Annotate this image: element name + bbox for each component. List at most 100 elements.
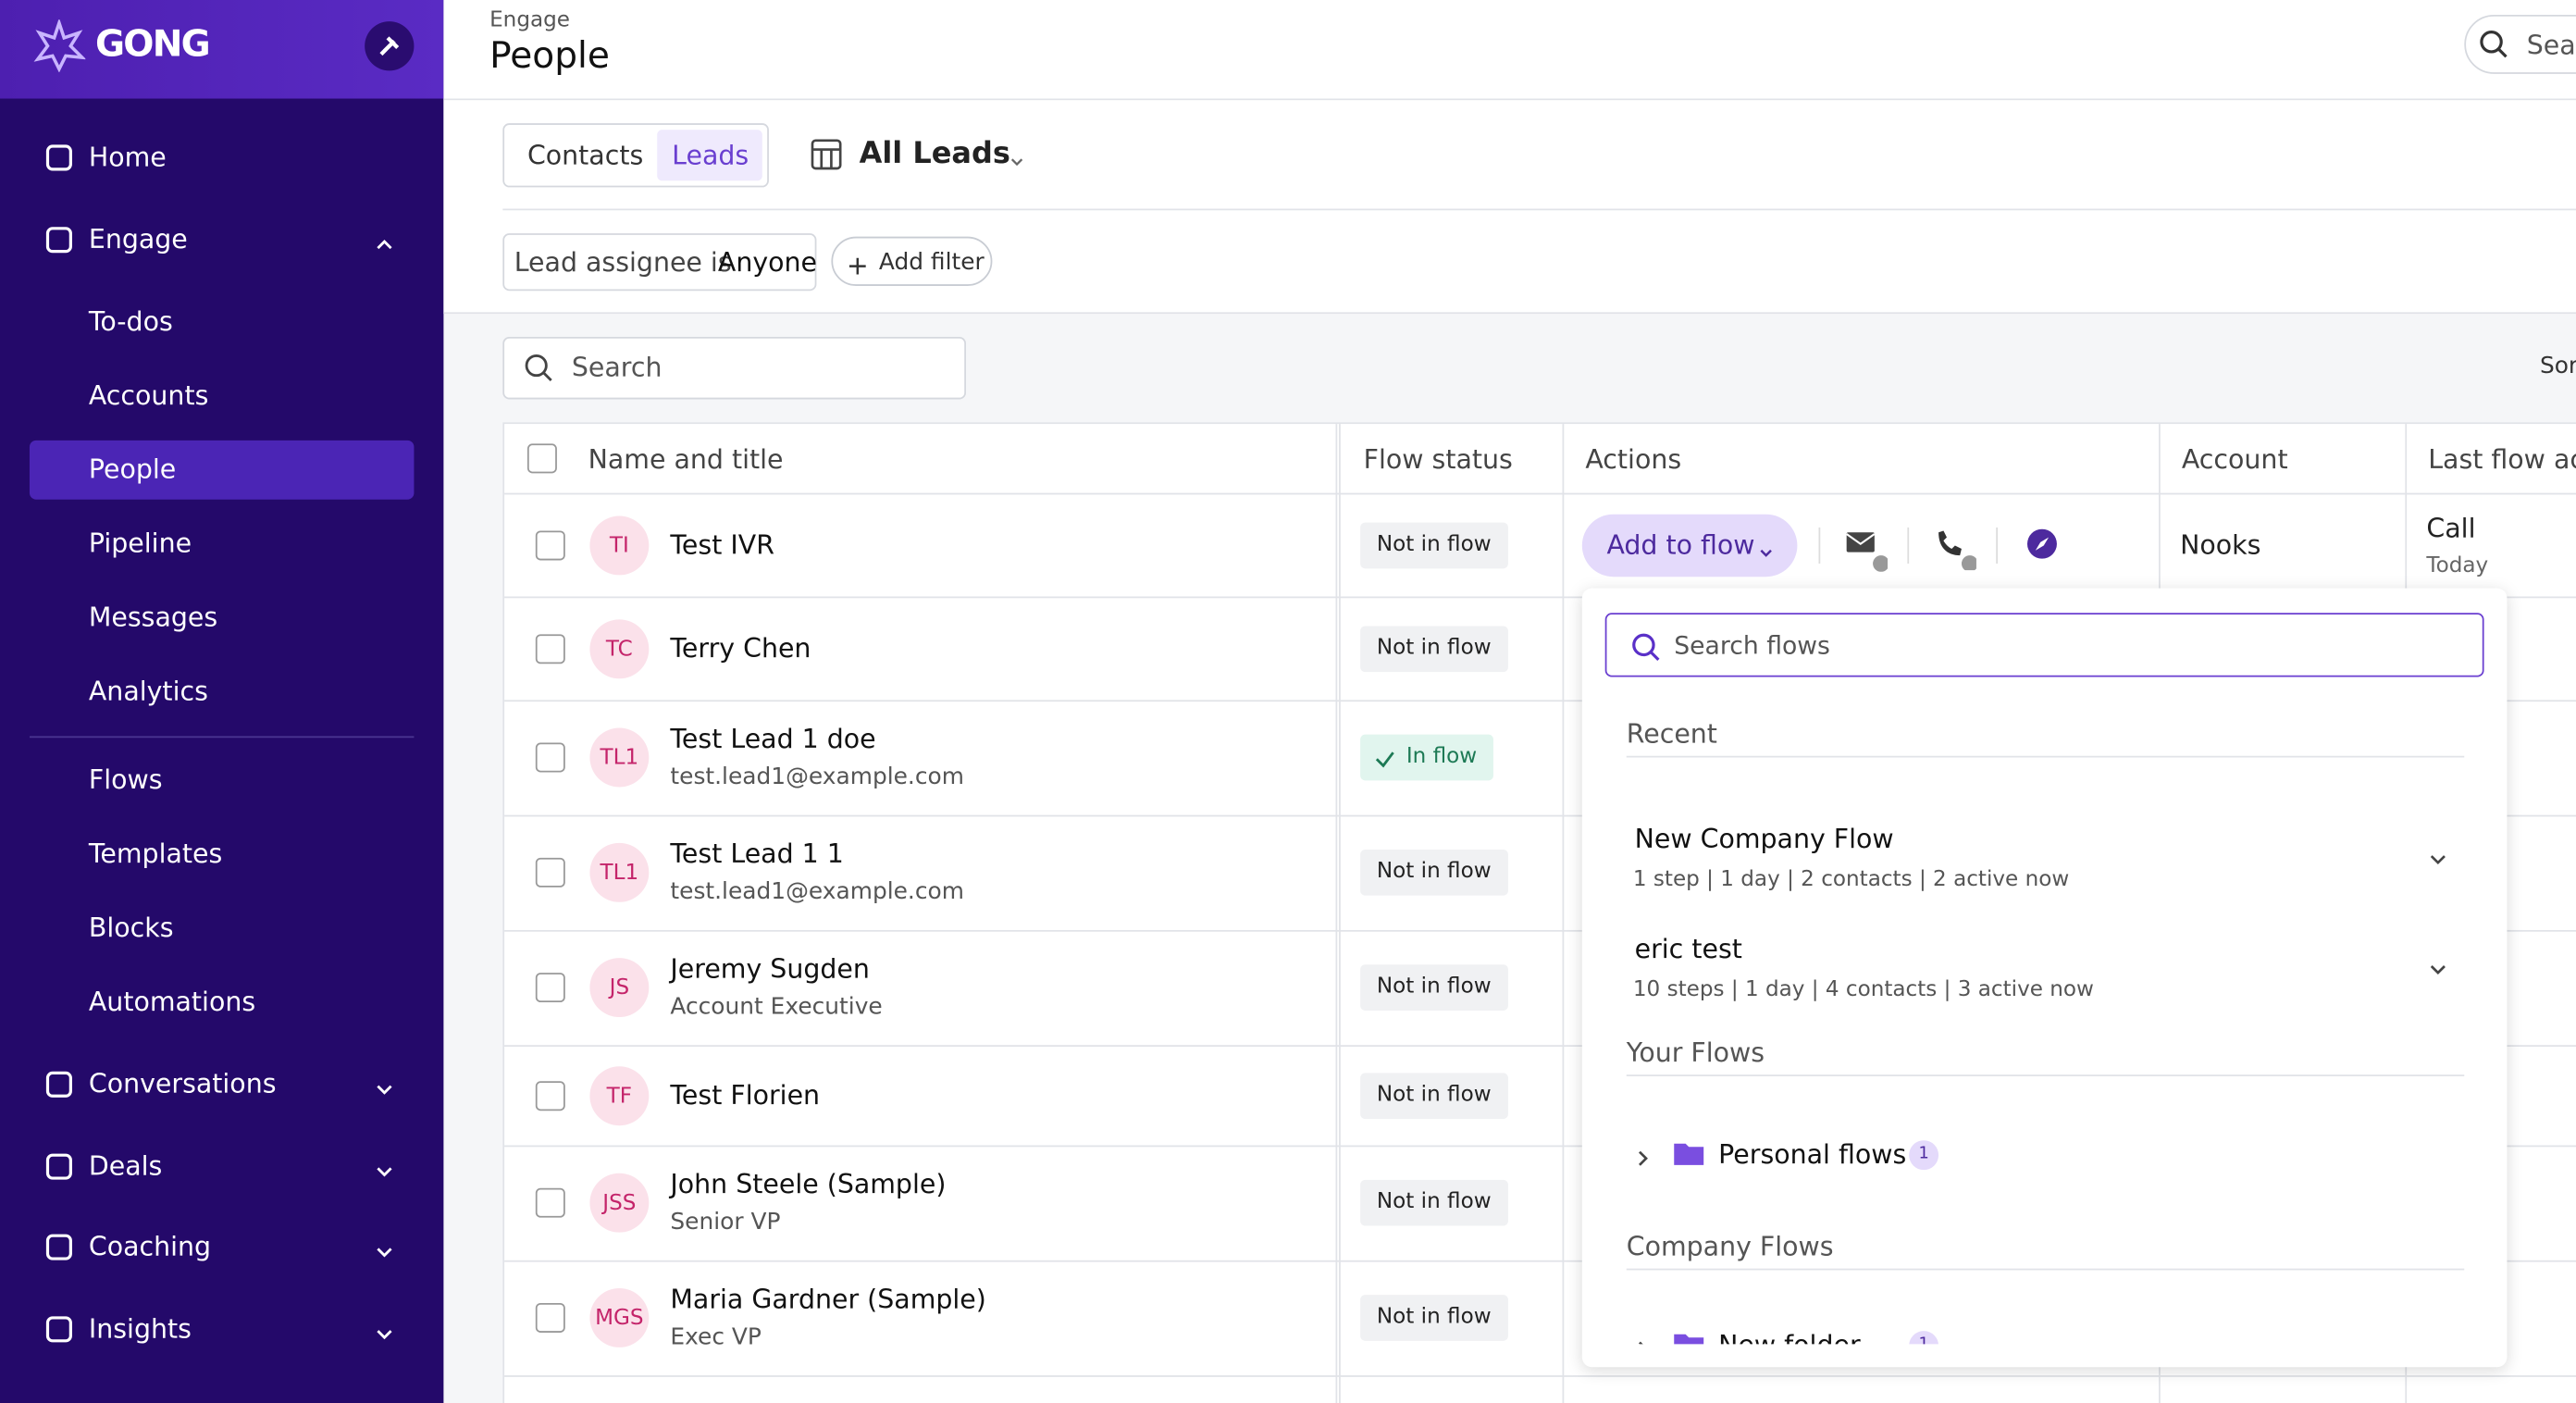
avatar: TC (589, 618, 650, 678)
contact-name[interactable]: John Steele (Sample) (670, 1168, 947, 1200)
nav-item[interactable]: Engage (0, 204, 443, 276)
nav-icon (43, 223, 76, 256)
folder-icon (1672, 1138, 1705, 1168)
nav-item[interactable]: Conversations (0, 1049, 443, 1121)
nav-label: To-dos (88, 305, 173, 337)
checkbox[interactable] (535, 1302, 565, 1333)
search-placeholder: Sear (2526, 29, 2576, 61)
avatar: TI (589, 515, 650, 576)
flow-search[interactable]: Search flows (1604, 613, 2484, 677)
separator (1818, 527, 1821, 564)
column-header: Last flow act (2428, 443, 2576, 476)
nav-item[interactable]: Blocks (0, 892, 443, 964)
checkbox[interactable] (535, 742, 565, 773)
table-row: TF Test Florien Not in flow (504, 1045, 2576, 1148)
nav-item[interactable]: Flows (0, 744, 443, 816)
add-filter[interactable]: Add filter (831, 236, 993, 286)
filter-label: Lead assignee is (514, 246, 732, 279)
contact-name[interactable]: Terry Chen (670, 631, 811, 664)
table-row: TI Test IVR Not in flow Nooks Call Today Add t… (504, 494, 2576, 599)
flow-status-label: Not in flow (1376, 1189, 1492, 1215)
nav-item[interactable]: Analytics (0, 655, 443, 727)
chevron (2428, 955, 2447, 975)
chevron (375, 230, 394, 250)
checkbox[interactable] (535, 857, 565, 888)
nav-item[interactable]: Pipeline (0, 508, 443, 580)
checkbox[interactable] (535, 530, 565, 561)
nav-item[interactable]: To-dos (0, 286, 443, 358)
checkbox[interactable] (526, 443, 557, 474)
table-row: JSS John Steele (Sample) Senior VP Not in f… (504, 1146, 2576, 1262)
flow-status: In flow (1360, 734, 1493, 781)
nav-item[interactable]: Messages (0, 582, 443, 654)
flow-dropdown: Search flows Recent New Company Flow 1 step… (1581, 588, 2508, 1368)
search-icon (2479, 30, 2508, 59)
folder[interactable]: New folder 1 (1615, 1318, 2469, 1345)
nav-label: People (88, 453, 177, 485)
chevron (375, 1320, 394, 1340)
pin-button[interactable] (365, 21, 415, 71)
contact-name[interactable]: Test Florien (670, 1078, 821, 1111)
checkbox[interactable] (535, 973, 565, 1003)
nav-item[interactable]: Insights (0, 1293, 443, 1365)
flow-status: Not in flow (1360, 1179, 1508, 1226)
add-to-flow-button[interactable]: Add to flow (1581, 514, 1798, 577)
nav-item[interactable]: Automations (0, 966, 443, 1038)
breadcrumb: Engage (489, 7, 570, 33)
nav-item[interactable]: People (0, 434, 443, 506)
flow-option[interactable]: eric test 10 steps | 1 day | 4 contacts |… (1615, 922, 2469, 1013)
nav-item[interactable]: Coaching (0, 1211, 443, 1284)
flow-status: Not in flow (1360, 849, 1508, 896)
filter-chip[interactable]: Lead assignee is Anyone (502, 233, 817, 292)
email-button[interactable] (1845, 529, 1889, 572)
contact-name[interactable]: Test Lead 1 doe (670, 723, 876, 754)
global-search[interactable]: Sear (2464, 14, 2576, 74)
chevron (375, 1157, 394, 1177)
checkbox[interactable] (535, 1187, 565, 1218)
avatar-initials: TL1 (600, 746, 639, 771)
nav-item[interactable]: Templates (0, 818, 443, 890)
section-divider (1626, 1268, 2465, 1271)
nav-label: Templates (88, 838, 223, 870)
nav-divider (29, 736, 415, 739)
list-search[interactable]: Search (502, 336, 966, 400)
avatar: TL1 (589, 727, 650, 788)
column-header: Actions (1585, 443, 1682, 476)
contact-name[interactable]: Maria Gardner (Sample) (670, 1283, 986, 1315)
contact-name[interactable]: Jeremy Sugden (670, 952, 870, 985)
count-badge: 1 (1909, 1140, 1939, 1171)
flow-name: eric test (1634, 933, 1742, 965)
contact-name[interactable]: Test Lead 1 1 (670, 838, 844, 870)
avatar-initials: TF (606, 1083, 633, 1109)
last-flow: Call (2426, 512, 2476, 544)
section-divider (1626, 1074, 2465, 1076)
checkbox[interactable] (535, 633, 565, 664)
flow-status-label: Not in flow (1376, 1304, 1492, 1330)
contact-subtitle: Account Executive (670, 994, 883, 1021)
nav-item[interactable]: Accounts (0, 360, 443, 432)
call-button[interactable] (1934, 528, 1978, 572)
nav-label: Blocks (88, 912, 174, 944)
nav-item[interactable]: Home (0, 121, 443, 193)
search-placeholder: Search flows (1674, 630, 1830, 661)
nav-item[interactable]: Deals (0, 1131, 443, 1203)
section-divider (1626, 755, 2465, 758)
navigate-button[interactable] (2025, 528, 2062, 564)
brand: GONG (94, 24, 211, 67)
contact-name[interactable]: Test IVR (670, 528, 774, 561)
header: Engage People Sear (443, 0, 2576, 101)
avatar-initials: TI (609, 534, 629, 559)
flow-status: Not in flow (1360, 1295, 1508, 1341)
checkbox[interactable] (535, 1080, 565, 1111)
nav-icon (43, 142, 76, 175)
nav-label: Insights (88, 1312, 192, 1345)
flow-option[interactable]: New Company Flow 1 step | 1 day | 2 conta… (1615, 812, 2469, 903)
view-name[interactable]: All Leads (859, 136, 1010, 171)
tab[interactable]: Contacts (526, 139, 644, 171)
flow-status-label: Not in flow (1376, 635, 1492, 660)
nav-label: Coaching (88, 1230, 212, 1262)
folder-name: Personal flows (1718, 1138, 1907, 1171)
avatar: JS (589, 958, 650, 1018)
folder[interactable]: Personal flows 1 (1615, 1127, 2469, 1180)
tab-active[interactable]: Leads (657, 130, 762, 181)
